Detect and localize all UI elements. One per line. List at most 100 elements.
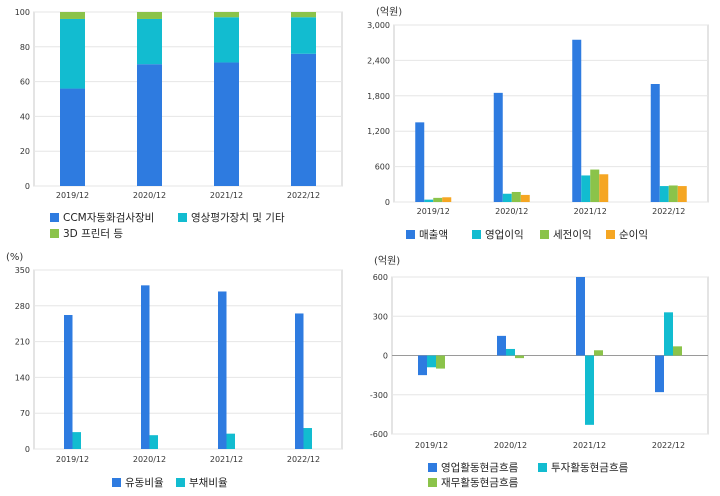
bar [226,433,235,449]
bar [141,285,150,449]
legend-label: 세전이익 [553,229,592,241]
bar [424,199,434,202]
legend-swatch [540,230,549,239]
cashflow-legend: 영업활동현금흐름 투자활동현금흐름 재무활동현금흐름 [428,462,708,492]
y-tick-label: 3,000 [367,21,390,30]
ratios-panel: (%) 0 70 140 210 280 350 2019/12 2020/12 2021/12… [0,248,360,496]
bar [214,62,239,186]
legend-item: 유동비율 [112,477,164,489]
bar [677,186,687,202]
bar [436,355,445,369]
y-tick-label: 70 [20,409,30,418]
bar [581,175,591,202]
legend-label: 3D 프린터 등 [63,228,124,240]
bar [137,64,162,186]
bar [442,197,452,202]
legend-swatch [112,478,121,487]
x-tick-label: 2021/12 [574,207,607,216]
income-chart: 0 600 1,200 1,800 2,400 3,000 2019/12 2020/12 20… [367,21,709,216]
bar [590,169,600,202]
legend-label: 순이익 [619,229,648,241]
cashflow-chart: -600 -300 0 300 600 2019/12 2020/12 2021/12 2022… [370,273,709,450]
revenue-mix-legend: CCM자동화검사장비 영상평가장치 및 기타 3D 프린터 등 [50,212,350,244]
legend-label: 재무활동현금흐름 [441,477,519,489]
legend-item: 순이익 [606,229,648,241]
legend-label: 영업활동현금흐름 [441,462,519,474]
legend-item: 세전이익 [540,229,592,241]
y-tick-label: 40 [20,112,30,121]
legend-label: 영업이익 [485,229,524,241]
y-tick-label: 0 [383,352,388,361]
x-tick-label: 2019/12 [415,441,448,450]
bar [149,435,158,449]
y-tick-label: 350 [15,266,30,275]
bar [599,174,609,202]
bar [137,12,162,19]
ratios-chart: 0 70 140 210 280 350 2019/12 2020/12 2021/12 2022… [15,266,343,464]
bar [418,355,427,376]
bar [515,355,524,359]
bar [291,53,316,187]
bar [506,348,515,356]
legend-swatch [50,213,59,222]
bar [497,335,506,356]
legend-label: 매출액 [419,229,448,241]
legend-swatch [472,230,481,239]
legend-item: CCM자동화검사장비 [50,212,154,224]
x-tick-label: 2020/12 [494,441,527,450]
bar [60,18,85,89]
bar [493,92,503,202]
bar [415,122,425,202]
income-legend: 매출액 영업이익 세전이익 순이익 [406,229,706,243]
bar [214,17,239,63]
bar [64,315,73,449]
legend-label: 유동비율 [125,477,164,489]
legend-item: 매출액 [406,229,448,241]
bar [291,17,316,54]
x-tick-label: 2021/12 [573,441,606,450]
x-tick-label: 2019/12 [417,207,450,216]
legend-swatch [428,463,437,472]
y-tick-label: -300 [370,391,388,400]
x-tick-label: 2020/12 [133,455,166,464]
legend-item: 영업이익 [472,229,524,241]
legend-label: 영상평가장치 및 기타 [191,212,285,224]
income-panel: (억원) 0 600 1,200 1,800 2,400 3,000 2019/12 2020… [360,0,720,248]
x-tick-label: 2020/12 [495,207,528,216]
legend-item: 투자활동현금흐름 [538,462,628,474]
bar [72,432,81,449]
legend-swatch [176,478,185,487]
y-tick-label: 60 [20,78,30,87]
plot-area [393,24,709,203]
y-tick-label: 0 [25,182,30,191]
bar [427,355,436,368]
bar [295,313,304,449]
y-tick-label: 0 [385,198,390,207]
bar [502,193,512,202]
bar [572,39,582,202]
y-tick-label: 0 [25,445,30,454]
bar [214,12,239,18]
bar [668,185,678,202]
x-tick-label: 2019/12 [56,455,89,464]
bar [664,312,673,356]
legend-swatch [538,463,547,472]
bar [594,350,603,356]
y-tick-label: 600 [373,273,388,282]
x-tick-label: 2022/12 [287,191,320,200]
legend-swatch [178,213,187,222]
x-tick-label: 2022/12 [652,441,685,450]
legend-swatch [428,478,437,487]
bar [303,428,312,449]
bar [650,84,660,202]
plot-area [33,269,343,450]
y-tick-label: 280 [15,302,30,311]
y-tick-label: 20 [20,147,30,156]
bar [673,346,682,356]
y-tick-label: 300 [373,312,388,321]
revenue-mix-panel: 0 20 40 60 80 100 2019/12 2020/12 2021/12 2022/12… [0,0,360,248]
y-tick-label: -600 [370,430,388,439]
bar [576,277,585,356]
bar [511,191,521,202]
y-tick-label: 1,200 [367,127,390,136]
